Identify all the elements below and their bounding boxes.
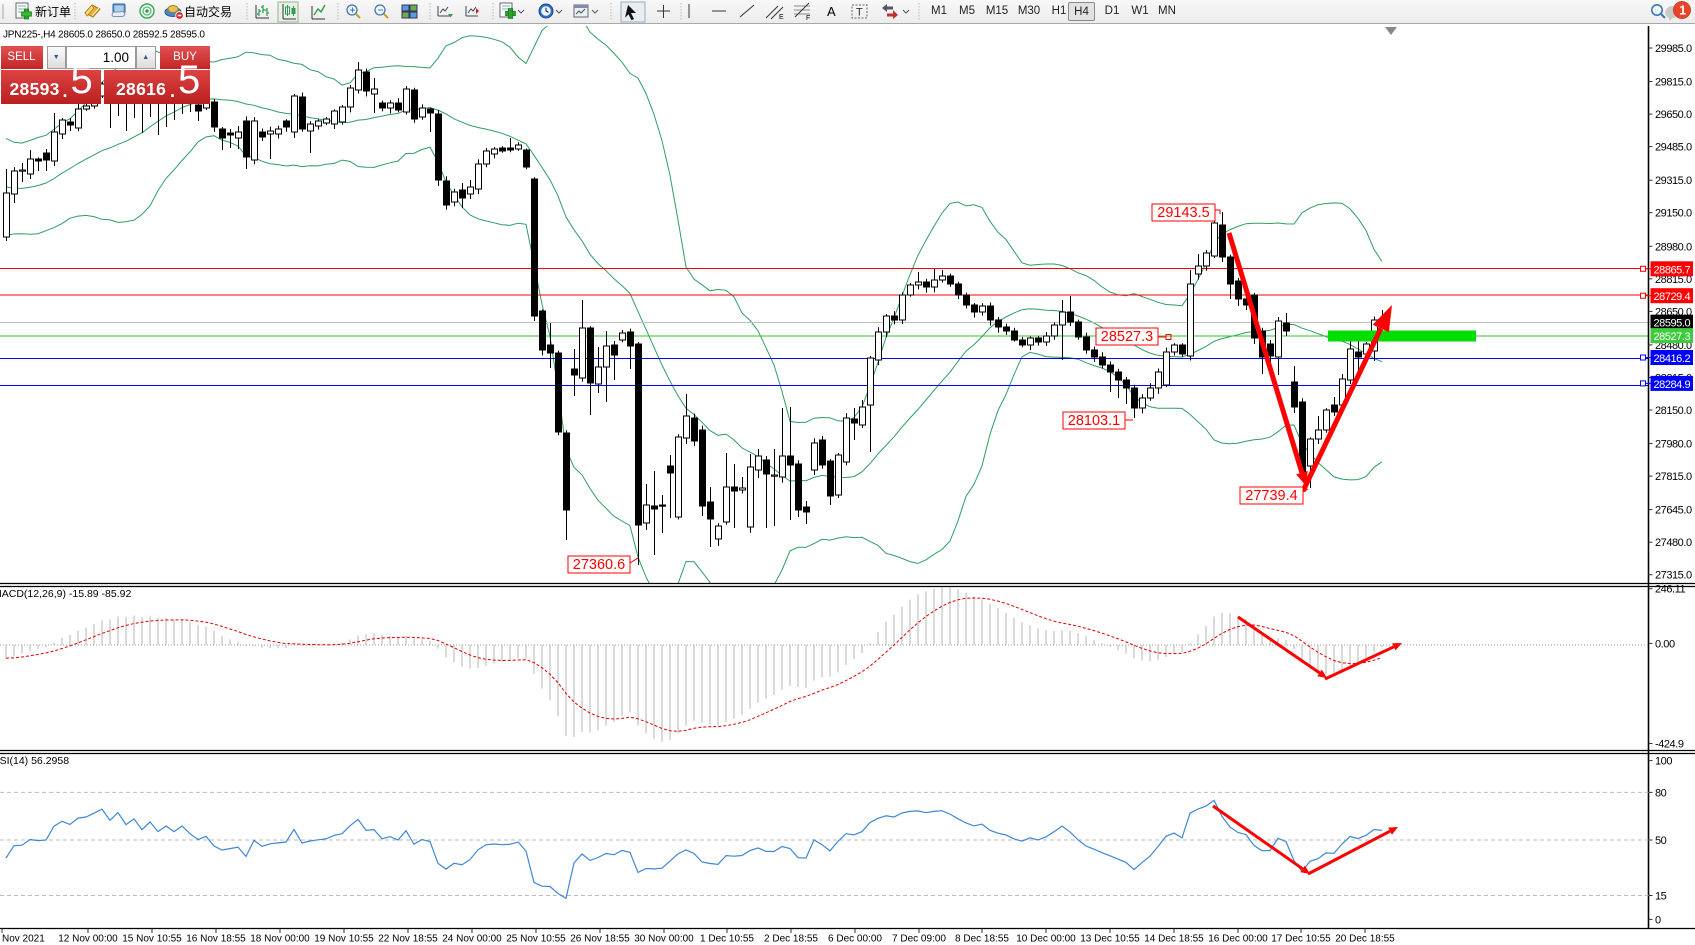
svg-text:8 Dec 18:55: 8 Dec 18:55 (955, 934, 1009, 945)
svg-text:Nov 2021: Nov 2021 (2, 934, 45, 945)
svg-text:27360.6: 27360.6 (573, 557, 625, 573)
svg-text:16 Dec 00:00: 16 Dec 00:00 (1208, 934, 1268, 945)
svg-text:29143.5: 29143.5 (1157, 205, 1209, 221)
svg-text:27645.0: 27645.0 (1655, 505, 1692, 517)
svg-text:28595.0: 28595.0 (1654, 318, 1691, 330)
svg-text:1 Dec 10:55: 1 Dec 10:55 (700, 934, 754, 945)
svg-text:27739.4: 27739.4 (1245, 488, 1297, 504)
svg-text:28103.1: 28103.1 (1068, 413, 1120, 429)
svg-text:29150.0: 29150.0 (1655, 208, 1692, 220)
svg-text:29315.0: 29315.0 (1655, 175, 1692, 187)
svg-text:24 Nov 00:00: 24 Nov 00:00 (442, 934, 502, 945)
svg-text:28150.0: 28150.0 (1655, 405, 1692, 417)
svg-text:26 Nov 18:55: 26 Nov 18:55 (570, 934, 630, 945)
svg-text:28284.9: 28284.9 (1654, 379, 1691, 391)
svg-text:28416.2: 28416.2 (1654, 353, 1691, 365)
svg-text:15: 15 (1655, 891, 1667, 903)
svg-text:22 Nov 18:55: 22 Nov 18:55 (378, 934, 438, 945)
svg-text:28527.3: 28527.3 (1654, 331, 1691, 343)
svg-text:28865.7: 28865.7 (1654, 264, 1691, 276)
svg-text:29815.0: 29815.0 (1655, 77, 1692, 89)
svg-text:27980.0: 27980.0 (1655, 439, 1692, 451)
svg-text:0: 0 (1655, 914, 1661, 926)
svg-text:25 Nov 10:55: 25 Nov 10:55 (506, 934, 566, 945)
svg-text:E: E (779, 14, 784, 21)
svg-text:28527.3: 28527.3 (1101, 329, 1153, 345)
svg-text:19 Nov 10:55: 19 Nov 10:55 (314, 934, 374, 945)
svg-text:F: F (806, 15, 810, 22)
svg-text:1: 1 (1679, 3, 1686, 17)
svg-text:2 Dec 18:55: 2 Dec 18:55 (764, 934, 818, 945)
svg-text:15 Nov 10:55: 15 Nov 10:55 (122, 934, 182, 945)
svg-text:28980.0: 28980.0 (1655, 241, 1692, 253)
svg-text:28815.0: 28815.0 (1655, 274, 1692, 286)
svg-text:RSI(14) 56.2958: RSI(14) 56.2958 (0, 755, 69, 767)
svg-text:29985.0: 29985.0 (1655, 43, 1692, 55)
svg-text:50: 50 (1655, 835, 1667, 847)
svg-text:27815.0: 27815.0 (1655, 471, 1692, 483)
svg-text:80: 80 (1655, 787, 1667, 799)
svg-text:自动交易: 自动交易 (184, 4, 232, 19)
svg-text:17 Dec 10:55: 17 Dec 10:55 (1271, 934, 1331, 945)
svg-text:16 Nov 18:55: 16 Nov 18:55 (186, 934, 246, 945)
svg-text:13 Dec 10:55: 13 Dec 10:55 (1080, 934, 1140, 945)
svg-text:20 Dec 18:55: 20 Dec 18:55 (1335, 934, 1395, 945)
svg-text:10 Dec 00:00: 10 Dec 00:00 (1016, 934, 1076, 945)
svg-text:T: T (856, 7, 863, 19)
svg-text:新订单: 新订单 (35, 4, 71, 19)
svg-text:14 Dec 18:55: 14 Dec 18:55 (1144, 934, 1204, 945)
svg-text:30 Nov 00:00: 30 Nov 00:00 (634, 934, 694, 945)
svg-text:29650.0: 29650.0 (1655, 109, 1692, 121)
svg-text:100: 100 (1655, 756, 1672, 768)
svg-text:27315.0: 27315.0 (1655, 570, 1692, 582)
svg-text:29485.0: 29485.0 (1655, 142, 1692, 154)
svg-text:A: A (827, 4, 836, 19)
svg-text:6 Dec 00:00: 6 Dec 00:00 (828, 934, 882, 945)
svg-text:27480.0: 27480.0 (1655, 537, 1692, 549)
svg-text:7 Dec 09:00: 7 Dec 09:00 (892, 934, 946, 945)
svg-text:MACD(12,26,9) -15.89 -85.92: MACD(12,26,9) -15.89 -85.92 (0, 588, 131, 600)
svg-text:0.00: 0.00 (1655, 638, 1675, 650)
svg-text:-424.9: -424.9 (1655, 739, 1684, 751)
svg-text:JPN225-,H4 28605.0 28650.0 28: JPN225-,H4 28605.0 28650.0 28592.5 28595… (3, 30, 205, 41)
svg-text:28729.4: 28729.4 (1654, 291, 1691, 303)
svg-text:246.11: 246.11 (1655, 584, 1685, 596)
svg-text:18 Nov 00:00: 18 Nov 00:00 (250, 934, 310, 945)
svg-text:12 Nov 00:00: 12 Nov 00:00 (58, 934, 118, 945)
